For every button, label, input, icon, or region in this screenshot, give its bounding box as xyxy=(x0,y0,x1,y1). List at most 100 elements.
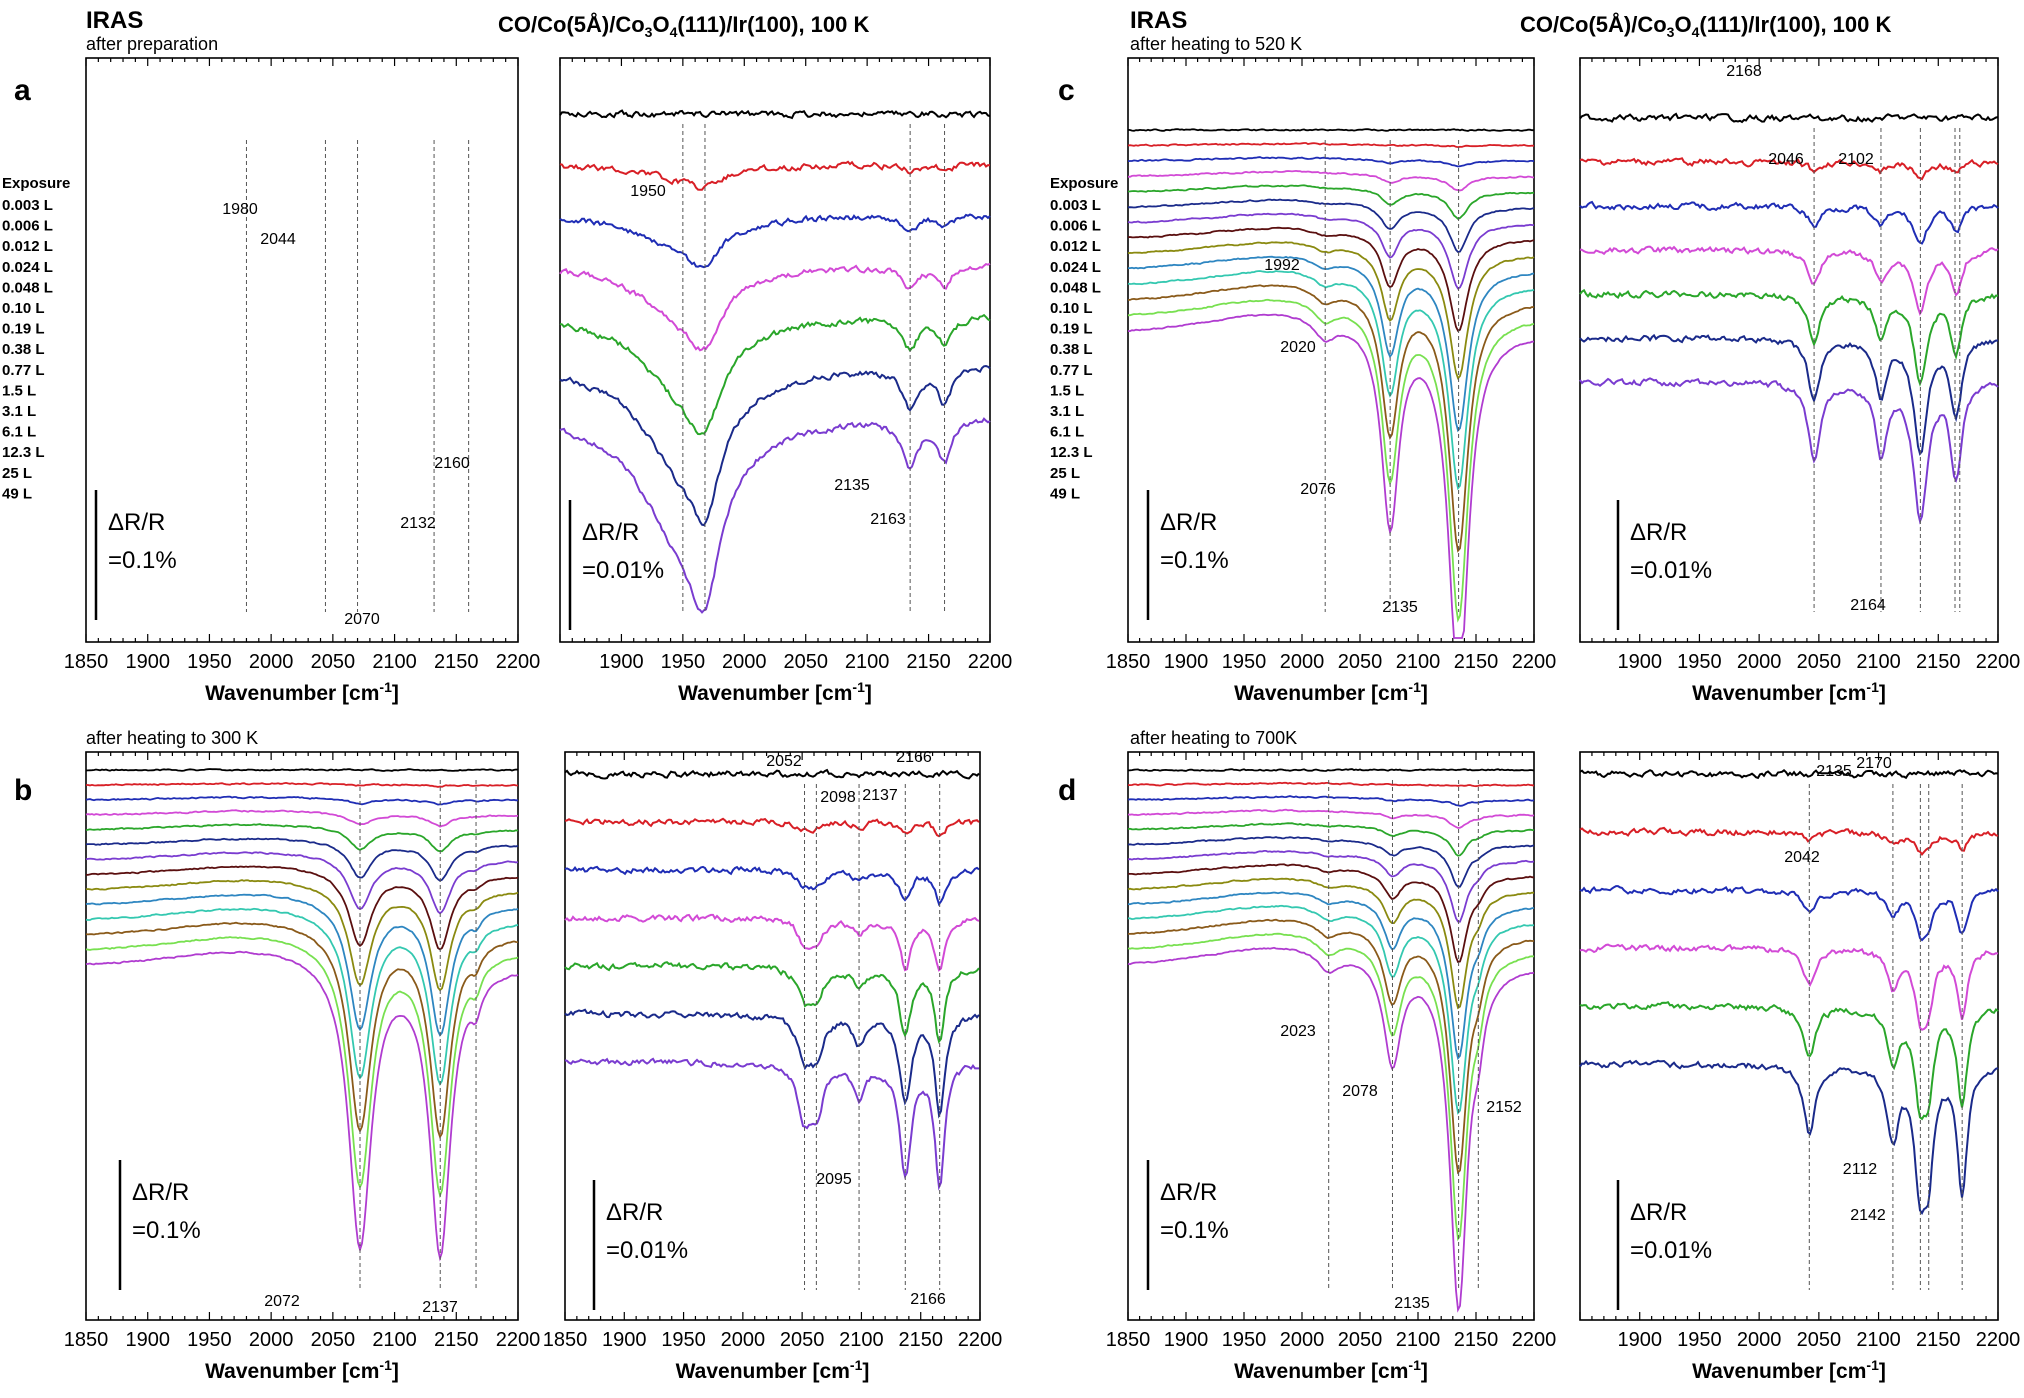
x-tick-label: 2100 xyxy=(1396,651,1441,673)
exposure-value: 0.003 L xyxy=(2,197,53,214)
x-tick-label: 2150 xyxy=(1916,651,1961,673)
x-tick-label: 1900 xyxy=(1617,651,1662,673)
x-tick-label: 2100 xyxy=(372,1329,417,1351)
spectrum-line xyxy=(1127,128,1534,132)
spectrum-line xyxy=(1127,169,1535,192)
scale-value: =0.1% xyxy=(1160,1217,1229,1244)
panel-subtitle: after preparation xyxy=(86,34,218,54)
x-tick-label: 1950 xyxy=(1677,651,1722,673)
exposure-value: 49 L xyxy=(2,485,32,502)
x-axis-title-text: Wavenumber [cm xyxy=(1692,1360,1866,1383)
exposure-header: Exposure xyxy=(1050,175,1118,192)
peak-label: 2020 xyxy=(1280,339,1316,356)
x-axis-title: Wavenumber [cm-1] xyxy=(1692,1357,1886,1383)
spectrum-line xyxy=(1127,932,1535,1242)
spectrum-line xyxy=(85,823,519,853)
spectrum-line xyxy=(1127,241,1535,380)
x-axis-title-text: Wavenumber [cm xyxy=(205,682,379,705)
x-axis-title: Wavenumber [cm-1] xyxy=(678,679,872,705)
peak-label: 2166 xyxy=(896,749,932,766)
exposure-value: 0.19 L xyxy=(2,321,45,338)
peak-label: 2137 xyxy=(422,1299,458,1316)
exposure-value: 0.012 L xyxy=(1050,238,1101,255)
x-tick-label: 2200 xyxy=(496,1329,541,1351)
exposure-value: 0.77 L xyxy=(1050,362,1093,379)
peak-label: 2098 xyxy=(820,789,856,806)
panel-a-right: 1900 1950 2000 2050 2100 2150 2200 Wavenumber [… xyxy=(559,57,1012,705)
x-tick-label: 2200 xyxy=(958,1329,1003,1351)
x-axis-title-end: ] xyxy=(1421,1360,1428,1383)
spectrum-line xyxy=(85,893,519,1037)
peak-label: 1950 xyxy=(630,183,666,200)
x-tick-label: 1950 xyxy=(661,1329,706,1351)
peak-label: 2044 xyxy=(260,231,296,248)
scale-label: ΔR/R xyxy=(108,509,165,536)
x-tick-label: 2000 xyxy=(1737,1329,1782,1351)
spectrum-line xyxy=(1127,836,1535,888)
x-tick-label: 2150 xyxy=(898,1329,943,1351)
x-tick-label: 1950 xyxy=(1222,651,1267,673)
x-axis-title: Wavenumber [cm-1] xyxy=(1692,679,1886,705)
spectrum-line xyxy=(564,1008,980,1119)
spectrum-line xyxy=(85,879,519,992)
scale-value: =0.1% xyxy=(1160,547,1229,574)
spectrum-line xyxy=(1127,313,1535,639)
x-tick-label: 2000 xyxy=(1280,1329,1325,1351)
peak-label: 2132 xyxy=(400,515,436,532)
spectrum-line xyxy=(1127,946,1535,1313)
peak-label: 2112 xyxy=(1843,1161,1878,1178)
x-axis-title-end: ] xyxy=(1421,682,1428,705)
spectrum-line xyxy=(1579,1059,1999,1215)
panels: a after preparation 1850 1900 1950 2000 2050 21… xyxy=(14,34,2020,1383)
spectrum-line xyxy=(85,768,519,772)
spectrum-line xyxy=(559,109,991,120)
spectrum-line xyxy=(85,936,519,1199)
x-tick-label: 2200 xyxy=(496,651,541,673)
x-axis-title-end: ] xyxy=(862,1360,869,1383)
x-tick-label: 1900 xyxy=(1617,1329,1662,1351)
spectrum-line xyxy=(1127,891,1535,1061)
x-tick-label: 1900 xyxy=(125,1329,170,1351)
x-axis-title-end: ] xyxy=(865,682,872,705)
peak-label: 2135 xyxy=(1394,1295,1430,1312)
scale-label: ΔR/R xyxy=(1630,519,1687,546)
exposure-value: 0.024 L xyxy=(2,259,53,276)
panel-b-left: b after heating to 300 K 1850 1900 1950 2000 2… xyxy=(14,728,540,1383)
exposure-value: 12.3 L xyxy=(2,444,45,461)
spectrum-line xyxy=(1579,377,1999,525)
x-tick-label: 2000 xyxy=(721,1329,766,1351)
x-tick-label: 1850 xyxy=(1106,651,1151,673)
spectrum-line xyxy=(1127,284,1535,553)
panel-letter: c xyxy=(1058,74,1075,107)
exposure-value: 0.048 L xyxy=(2,279,53,296)
x-tick-label: 1850 xyxy=(64,1329,109,1351)
peak-label: 2163 xyxy=(870,511,906,528)
x-tick-label: 1900 xyxy=(599,651,644,673)
exposure-value: 0.048 L xyxy=(1050,279,1101,296)
exposure-value: 0.19 L xyxy=(1050,321,1093,338)
peak-label: 2072 xyxy=(264,1293,300,1310)
sample-title-part-1: CO/Co(5Å)/Co xyxy=(498,11,645,37)
plot-frame xyxy=(85,751,519,1321)
spectrum-line xyxy=(559,160,991,191)
exposure-value: 6.1 L xyxy=(2,424,36,441)
x-tick-label: 2050 xyxy=(1338,1329,1383,1351)
exposure-value: 1.5 L xyxy=(1050,382,1084,399)
peak-label: 2164 xyxy=(1850,597,1886,614)
scale-value: =0.01% xyxy=(582,557,664,584)
peak-label: 2102 xyxy=(1838,151,1874,168)
plot-frame xyxy=(559,57,991,643)
peak-label: 1992 xyxy=(1264,257,1300,274)
spectrum-line xyxy=(1127,156,1535,168)
x-tick-label: 2200 xyxy=(1976,1329,2021,1351)
scale-value: =0.1% xyxy=(132,1217,201,1244)
sample-title-sub-4: 4 xyxy=(1692,24,1700,40)
x-tick-label: 1950 xyxy=(187,1329,232,1351)
x-tick-label: 2100 xyxy=(372,651,417,673)
spectrum-line xyxy=(1127,904,1535,1115)
exposure-value: 6.1 L xyxy=(1050,424,1084,441)
spectrum-line xyxy=(1579,112,1999,124)
exposure-value: 3.1 L xyxy=(2,403,36,420)
spectrum-line xyxy=(85,809,518,828)
